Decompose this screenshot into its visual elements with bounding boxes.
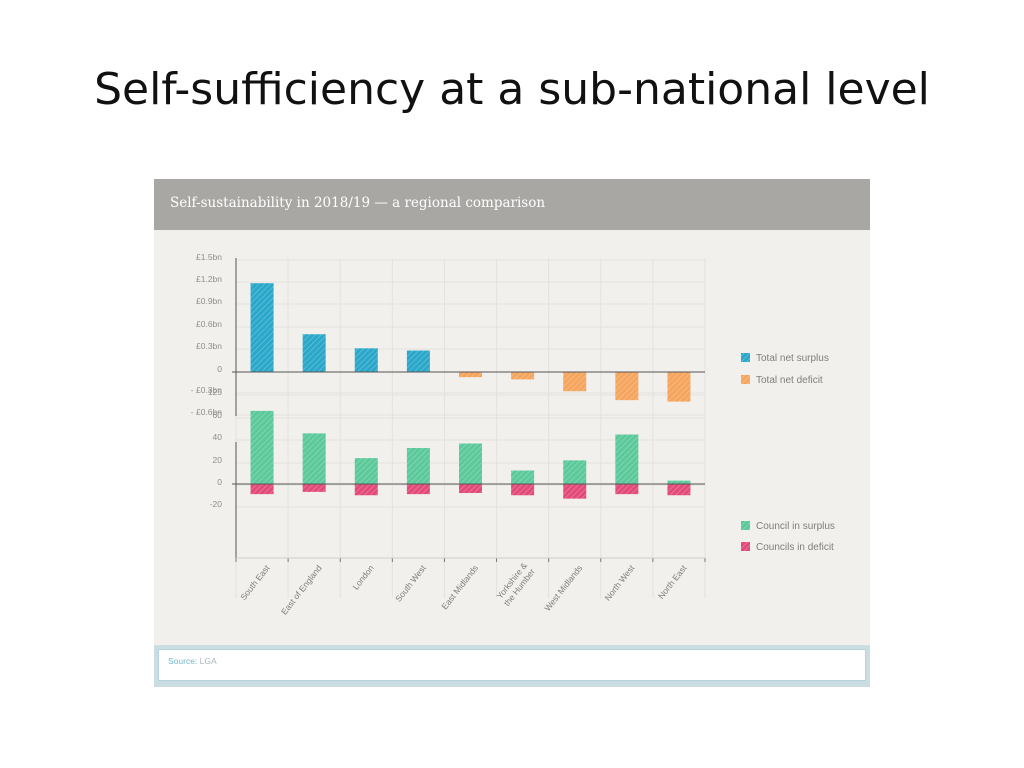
category-label-north-west: North West: [602, 563, 636, 603]
bar-council-in-surplus-north-east: [667, 480, 691, 484]
source-value: LGA: [199, 656, 217, 666]
bar-council-in-surplus-north-west: [615, 434, 639, 484]
bar-hatch: [667, 372, 691, 402]
chart-card-title: Self-sustainability in 2018/19 — a regio…: [170, 195, 546, 211]
bar-councils-in-deficit-north-west: [615, 484, 639, 495]
y-tick-label: - £0.3bn: [191, 385, 222, 395]
bar-hatch: [406, 350, 430, 372]
category-label-south-east: South East: [238, 563, 272, 602]
source-label: Source:: [168, 656, 198, 666]
bar-total-net-surplus-east-of-england: [302, 334, 326, 372]
bar-total-net-surplus-south-west: [406, 350, 430, 372]
y-tick-label: £0.3bn: [196, 341, 222, 351]
bar-hatch: [250, 410, 274, 484]
category-label-north-east: North East: [656, 563, 689, 601]
bar-hatch: [615, 434, 639, 484]
bar-total-net-deficit-north-west: [615, 372, 639, 401]
bar-hatch: [667, 484, 691, 496]
y-tick-label: 20: [213, 455, 223, 465]
bar-hatch: [250, 283, 274, 372]
category-label-south-west: South West: [393, 563, 428, 604]
legend-label: Council in surplus: [756, 521, 835, 532]
bar-hatch: [354, 348, 378, 372]
bar-council-in-surplus-yorkshire-the-humber: [511, 470, 535, 484]
chart-card: Self-sustainability in 2018/19 — a regio…: [154, 179, 870, 687]
bar-hatch: [354, 484, 378, 496]
bar-council-in-surplus-east-of-england: [302, 433, 326, 484]
legend-swatch-hatch: [741, 542, 750, 551]
bar-hatch: [563, 484, 587, 499]
regional-comparison-chart: £1.5bn £1.2bn £0.9bn £0.6bn £0.3bn 0 - £0.3bn -…: [191, 252, 835, 617]
bar-council-in-surplus-south-east: [250, 410, 274, 484]
category-label-yorkshire-the-humber: Yorkshire &the Humber: [494, 560, 537, 608]
category-label-london: London: [351, 563, 377, 592]
bar-hatch: [667, 480, 691, 484]
bar-total-net-deficit-west-midlands: [563, 372, 587, 392]
y-tick-label: £0.9bn: [196, 296, 222, 306]
chart-card-header: Self-sustainability in 2018/19 — a regio…: [154, 179, 870, 230]
bar-hatch: [302, 484, 326, 492]
bar-hatch: [563, 460, 587, 484]
y-tick-label: 40: [213, 432, 223, 442]
source-note: Source: LGA: [168, 656, 217, 666]
y-tick-label: 60: [213, 410, 223, 420]
y-tick-label: 0: [217, 364, 222, 374]
bar-hatch: [459, 372, 482, 378]
bar-hatch: [511, 372, 535, 380]
legend-label: Councils in deficit: [756, 542, 834, 553]
category-label-east-of-england: East of England: [279, 563, 324, 617]
bar-total-net-surplus-london: [354, 348, 378, 372]
bar-hatch: [459, 484, 482, 493]
bar-councils-in-deficit-yorkshire-the-humber: [511, 484, 535, 496]
legend-item-councils-in-deficit: Councils in deficit: [741, 542, 834, 553]
bar-hatch: [615, 372, 639, 401]
y-tick-label: -20: [210, 499, 223, 509]
bar-total-net-deficit-yorkshire-the-humber: [511, 372, 535, 380]
y-tick-label: £1.2bn: [196, 274, 222, 284]
legend-label: Total net surplus: [756, 353, 829, 364]
legend-item-council-in-surplus: Council in surplus: [741, 521, 835, 532]
bar-hatch: [406, 484, 430, 495]
legend-swatch-hatch: [741, 375, 750, 384]
legend-swatch-hatch: [741, 353, 750, 362]
bar-council-in-surplus-south-west: [406, 448, 430, 484]
bar-hatch: [563, 372, 587, 392]
bar-total-net-deficit-east-midlands: [459, 372, 482, 378]
bar-hatch: [302, 433, 326, 484]
category-label-east-midlands: East Midlands: [439, 563, 480, 611]
y-tick-label: 125: [208, 387, 222, 397]
bar-council-in-surplus-east-midlands: [459, 443, 482, 484]
bar-councils-in-deficit-north-east: [667, 484, 691, 496]
bar-hatch: [406, 448, 430, 484]
bar-councils-in-deficit-west-midlands: [563, 484, 587, 499]
source-footer: Source: LGA: [154, 645, 870, 687]
y-tick-label: 0: [217, 477, 222, 487]
bar-hatch: [302, 334, 326, 372]
bar-hatch: [511, 484, 535, 496]
bar-hatch: [459, 443, 482, 484]
bar-councils-in-deficit-east-of-england: [302, 484, 326, 492]
legend-item-total-net-deficit: Total net deficit: [741, 375, 823, 386]
bar-councils-in-deficit-south-east: [250, 484, 274, 495]
slide-title: Self-sufficiency at a sub-national level: [94, 64, 930, 115]
bar-total-net-surplus-south-east: [250, 283, 274, 372]
y-tick-label: £0.6bn: [196, 319, 222, 329]
legend-swatch-hatch: [741, 521, 750, 530]
bar-councils-in-deficit-east-midlands: [459, 484, 482, 493]
bar-council-in-surplus-london: [354, 458, 378, 484]
bar-councils-in-deficit-london: [354, 484, 378, 496]
legend-label: Total net deficit: [756, 375, 823, 386]
legend-item-total-net-surplus: Total net surplus: [741, 353, 829, 364]
bar-councils-in-deficit-south-west: [406, 484, 430, 495]
bar-hatch: [354, 458, 378, 484]
bar-hatch: [615, 484, 639, 495]
bar-total-net-deficit-north-east: [667, 372, 691, 402]
bar-council-in-surplus-west-midlands: [563, 460, 587, 484]
y-tick-label: - £0.6bn: [191, 407, 222, 417]
y-tick-label: £1.5bn: [196, 252, 222, 262]
source-box: Source: LGA: [158, 649, 866, 681]
bar-hatch: [511, 470, 535, 484]
bar-hatch: [250, 484, 274, 495]
